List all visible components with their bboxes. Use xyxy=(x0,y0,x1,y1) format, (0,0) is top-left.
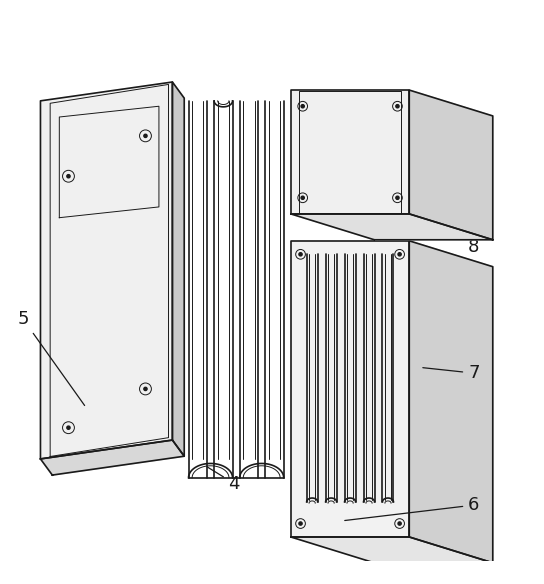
Circle shape xyxy=(67,175,70,178)
Circle shape xyxy=(301,196,304,199)
Circle shape xyxy=(396,105,399,108)
Circle shape xyxy=(398,253,401,256)
Text: 7: 7 xyxy=(423,364,480,382)
Polygon shape xyxy=(40,82,172,459)
Circle shape xyxy=(299,522,302,525)
Circle shape xyxy=(398,522,401,525)
Circle shape xyxy=(301,105,304,108)
Polygon shape xyxy=(409,90,493,240)
Circle shape xyxy=(396,196,399,199)
Text: 6: 6 xyxy=(345,496,480,520)
Polygon shape xyxy=(291,90,409,214)
Circle shape xyxy=(144,134,147,137)
Text: 8: 8 xyxy=(422,171,480,256)
Text: 4: 4 xyxy=(207,467,240,492)
Polygon shape xyxy=(172,82,184,456)
Text: 5: 5 xyxy=(17,310,85,405)
Circle shape xyxy=(144,387,147,391)
Polygon shape xyxy=(291,241,409,537)
Circle shape xyxy=(299,253,302,256)
Circle shape xyxy=(67,426,70,429)
Polygon shape xyxy=(40,440,184,475)
Polygon shape xyxy=(291,537,493,563)
Polygon shape xyxy=(291,214,493,240)
Polygon shape xyxy=(409,241,493,563)
